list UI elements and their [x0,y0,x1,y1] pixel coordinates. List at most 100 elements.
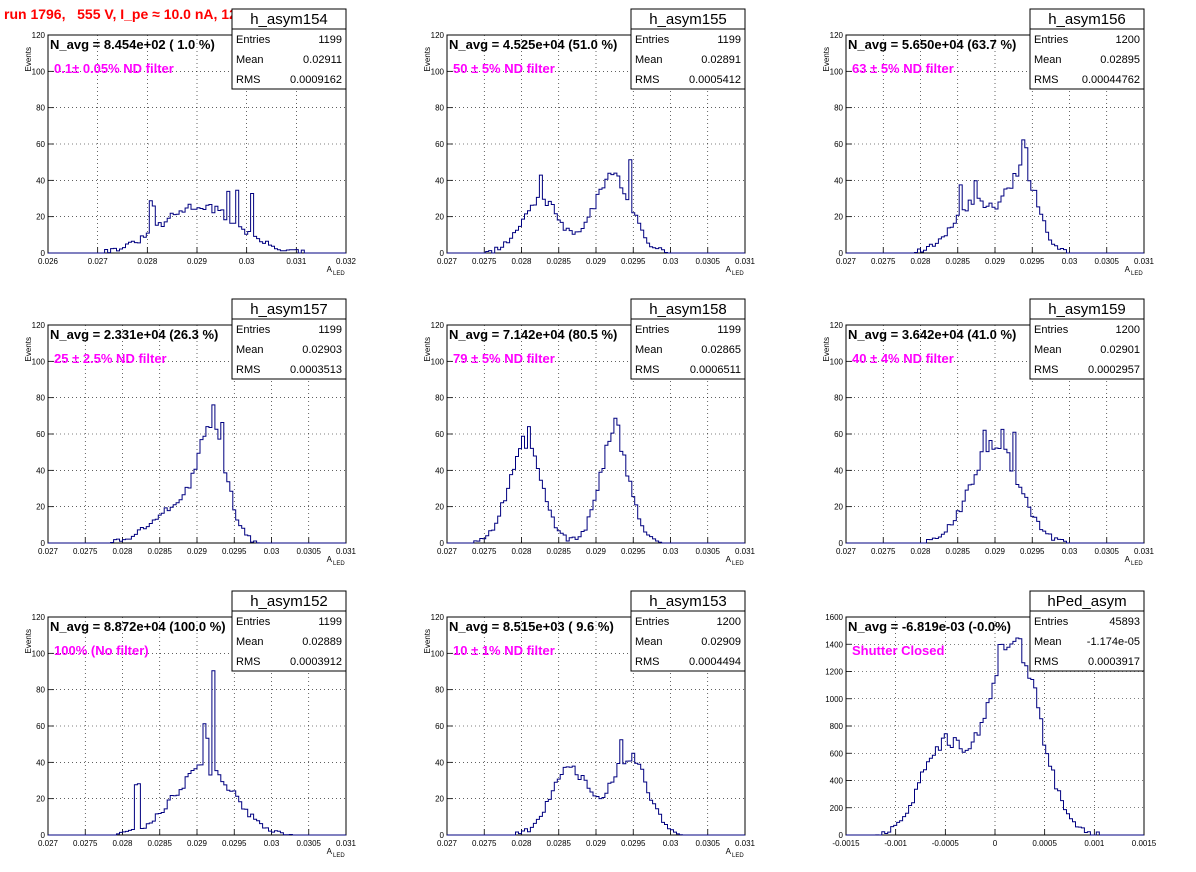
x-tick-label: 0.028 [112,839,133,848]
histogram-series [48,404,346,544]
x-tick-label: 0.027 [437,257,458,266]
x-tick-label: 0.0305 [1095,257,1120,266]
x-tick-label: 0.029 [187,547,208,556]
histogram-series [447,417,745,544]
x-tick-label: 0.0305 [696,257,721,266]
histogram-panel-h_asym155: 0.027 0.0275 0.028 0.0285 0.029 0.0295 0.03 0.0… [423,8,756,277]
x-tick-label: 0.027 [38,547,59,556]
y-tick-label: 60 [435,430,444,439]
stat-label: Entries [236,324,271,336]
x-tick-label: 0.0005 [1032,839,1057,848]
y-tick-label: 100 [32,357,46,366]
plot-frame [446,324,746,544]
histogram-panel-h_asym159: 0.027 0.0275 0.028 0.0285 0.029 0.0295 0.03 0.0… [822,298,1155,567]
x-tick-label: 0.03 [239,257,255,266]
y-tick-label: 60 [435,722,444,731]
x-axis-label-subscript: LED [732,271,744,277]
y-axis-label: Events [822,337,831,361]
y-tick-label: 40 [435,466,444,475]
x-tick-label: 0.028 [511,839,532,848]
stats-box [231,610,347,672]
y-tick-label: 80 [435,394,444,403]
x-tick-label: 0.0015 [1132,839,1157,848]
stat-value: 0.02889 [302,636,342,648]
stat-label: Entries [236,34,271,46]
x-tick-label: 0.031 [735,839,756,848]
y-tick-label: 20 [36,503,45,512]
x-tick-label: 0.027 [836,257,857,266]
x-tick-label: 0.027 [38,839,59,848]
y-axis-label: Events [423,337,432,361]
x-tick-label: 0.0305 [696,839,721,848]
x-axis-label-subscript: LED [1131,561,1143,567]
stat-label: Entries [635,324,670,336]
x-tick-label: 0.032 [336,257,357,266]
x-tick-label: 0.03 [264,839,280,848]
y-tick-label: 0 [440,539,445,548]
x-axis-label-subscript: LED [732,561,744,567]
x-tick-label: 0.03 [1062,257,1078,266]
stat-value: 0.0005412 [689,74,741,86]
y-tick-label: 100 [32,649,46,658]
plot-frame [47,616,347,836]
y-tick-label: 100 [431,67,445,76]
histogram-name: h_asym159 [1048,301,1126,318]
filter-label: 79 ± 5% ND filter [453,351,555,366]
stat-value: 1200 [1116,34,1140,46]
x-axis-label: A [327,555,333,564]
stat-label: RMS [236,656,260,668]
x-axis-label-subscript: LED [333,853,345,859]
stat-value: 0.0003912 [290,656,342,668]
histogram-panel-h_asym152: 0.027 0.0275 0.028 0.0285 0.029 0.0295 0.03 0.0… [24,590,357,859]
histogram-series [447,159,745,254]
stat-value: 0.02865 [701,344,741,356]
plot-frame [47,34,347,254]
x-tick-label: 0.0285 [946,547,971,556]
y-tick-label: 60 [834,430,843,439]
y-axis-label: Events [822,47,831,71]
filter-label: 25 ± 2.5% ND filter [54,351,167,366]
x-tick-label: 0.029 [586,257,607,266]
x-tick-label: 0.027 [836,547,857,556]
stat-label: Mean [236,636,264,648]
histogram-name: h_asym152 [250,593,328,610]
x-tick-label: 0.027 [437,839,458,848]
x-tick-label: 0.0285 [946,257,971,266]
y-tick-label: 0 [839,539,844,548]
stat-value: 0.0003917 [1088,656,1140,668]
y-tick-label: 60 [36,140,45,149]
plot-frame [845,324,1145,544]
y-tick-label: 100 [830,67,844,76]
stat-value: 0.02903 [302,344,342,356]
stat-value: 1199 [717,324,741,336]
y-tick-label: 0 [839,831,844,840]
filter-label: 0.1± 0.05% ND filter [54,61,174,76]
histogram-series [846,428,1144,544]
stat-value: 0.00044762 [1082,74,1140,86]
histogram-panel-h_asym158: 0.027 0.0275 0.028 0.0285 0.029 0.0295 0.03 0.0… [423,298,756,567]
navg-label: N_avg = 8.454e+02 ( 1.0 %) [50,37,215,52]
stat-label: RMS [635,656,659,668]
y-axis-label: Events [24,47,33,71]
x-tick-label: 0.0305 [696,547,721,556]
x-tick-label: 0.0275 [73,547,98,556]
y-axis-label: Events [423,629,432,653]
y-tick-label: 1400 [825,640,843,649]
stat-label: RMS [236,74,260,86]
stat-value: 0.0003513 [290,364,342,376]
x-axis-label: A [327,847,333,856]
x-tick-label: 0.029 [985,257,1006,266]
y-tick-label: 1200 [825,668,843,677]
x-tick-label: 0.0295 [621,547,646,556]
y-tick-label: 120 [431,31,445,40]
filter-label: 50 ± 5% ND filter [453,61,555,76]
x-tick-label: 0.028 [511,547,532,556]
y-tick-label: 40 [36,176,45,185]
x-tick-label: 0.0275 [472,839,497,848]
x-tick-label: 0.001 [1084,839,1105,848]
navg-label: N_avg = 5.650e+04 (63.7 %) [848,37,1016,52]
x-tick-label: 0.0285 [148,547,173,556]
stat-label: Mean [236,54,264,66]
histogram-panel-h_asym156: 0.027 0.0275 0.028 0.0285 0.029 0.0295 0.03 0.0… [822,8,1155,277]
